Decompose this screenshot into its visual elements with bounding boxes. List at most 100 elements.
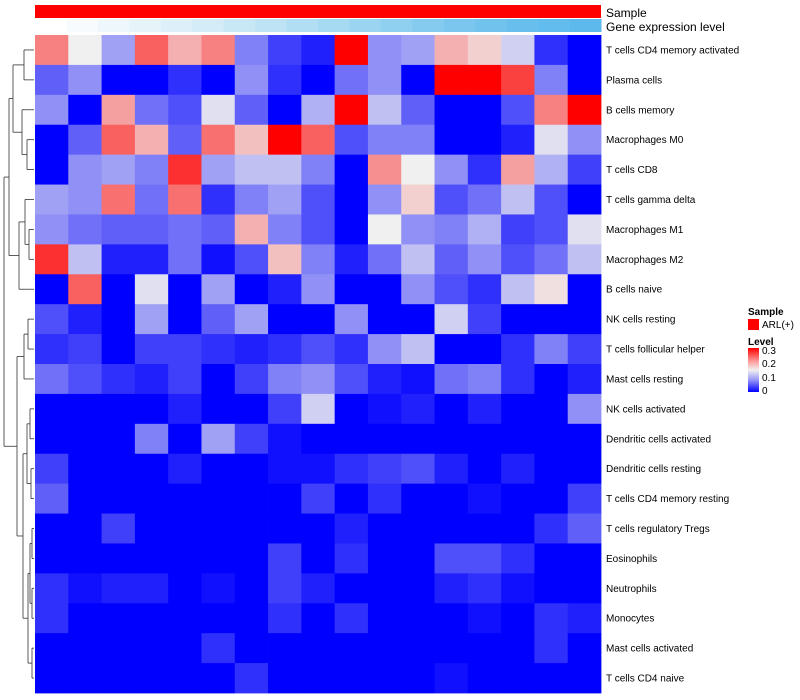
heatmap-cell [301,244,336,275]
heatmap-cell [301,214,336,245]
heatmap-cell [467,244,502,275]
heatmap-cell [201,274,236,305]
heatmap-cell [134,633,169,664]
heatmap-cell [35,663,69,694]
heatmap-cell [534,94,569,126]
row-label: Monocytes [606,614,654,625]
heatmap-cell [301,663,336,694]
heatmap-cell [467,154,502,185]
gene-annotation-segment [223,19,256,32]
heatmap-cell [168,274,202,305]
row-dendrogram [3,49,34,679]
heatmap-cell [68,603,102,634]
heatmap-cell [467,274,502,305]
heatmap-cell [567,513,602,544]
row-label: B cells naive [606,285,663,296]
heatmap-cell [268,244,302,275]
heatmap-cell [467,124,502,156]
heatmap-cell [567,35,602,66]
heatmap-cell [301,393,336,425]
heatmap-cell [467,453,502,485]
heatmap-cell [134,274,169,305]
heatmap-cell [35,573,69,604]
heatmap-cell [168,304,202,335]
heatmap-cell [367,94,402,126]
heatmap-cell [234,633,269,664]
heatmap-cell [301,453,336,485]
heatmap-cell [434,274,469,305]
heatmap-cell [168,603,202,634]
heatmap-cell [301,633,336,664]
heatmap-cell [534,453,569,485]
heatmap-cell [401,244,435,275]
heatmap-cell [401,94,435,126]
heatmap-cell [334,453,369,485]
heatmap-cell [201,94,236,126]
heatmap-cell [134,35,169,66]
heatmap-cell [334,633,369,664]
heatmap-cell [201,364,236,395]
heatmap-cell [567,423,602,455]
heatmap-cell [301,184,336,215]
heatmap-cell [168,393,202,425]
heatmap-cell [268,334,302,365]
heatmap-cell [234,154,269,185]
heatmap-cell [101,334,136,365]
heatmap-cell [534,663,569,694]
heatmap-cell [501,274,535,305]
heatmap-cell [268,274,302,305]
heatmap-cell [467,214,502,245]
heatmap-cell [68,154,102,185]
heatmap-cell [68,244,102,275]
heatmap-cell [367,513,402,544]
gene-annotation-segment [192,19,225,32]
heatmap-cell [367,214,402,245]
heatmap-cell [367,184,402,215]
heatmap-cell [134,304,169,335]
heatmap-cell [268,543,302,574]
heatmap-cell [501,214,535,245]
heatmap-cell [501,603,535,634]
row-label: NK cells activated [606,404,685,415]
heatmap-cell [268,214,302,245]
heatmap-cell [35,274,69,305]
heatmap-cell [334,94,369,126]
row-label: T cells CD4 memory resting [606,494,729,505]
heatmap-cell [367,453,402,485]
heatmap-cell [534,633,569,664]
heatmap-cell [168,423,202,455]
heatmap-cell [367,35,402,66]
legend-sample-entry: ARL(+) [762,320,794,331]
heatmap-cell [234,94,269,126]
heatmap-cell [501,364,535,395]
heatmap-cell [334,334,369,365]
heatmap-cell [268,94,302,126]
row-label: NK cells resting [606,315,675,326]
heatmap-cell [234,274,269,305]
heatmap-cell [301,154,336,185]
heatmap-cell [334,663,369,694]
row-label: Eosinophils [606,554,657,565]
heatmap-cell [401,274,435,305]
heatmap-cell [534,274,569,305]
legend-level-colorbar [748,348,759,392]
heatmap-cell [501,94,535,126]
heatmap-cell [567,124,602,156]
heatmap-cell [234,214,269,245]
heatmap-cell [134,334,169,365]
legend-sample-swatch [748,319,759,330]
row-label: B cells memory [606,105,674,116]
heatmap-cell [334,304,369,335]
heatmap-cell [234,453,269,485]
heatmap-cell [534,364,569,395]
heatmap-cell [168,334,202,365]
heatmap-cell [467,64,502,96]
heatmap-cell [401,513,435,544]
heatmap-cell [35,543,69,574]
gene-annotation-segment [129,19,162,32]
heatmap-cell [401,64,435,96]
heatmap-cell [334,184,369,215]
heatmap-cell [101,244,136,275]
heatmap-cell [367,364,402,395]
heatmap-cell [567,453,602,485]
